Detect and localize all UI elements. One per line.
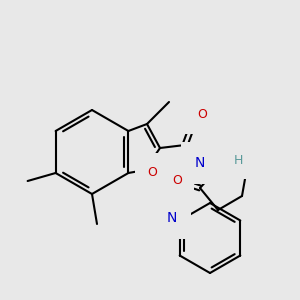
Text: H: H: [233, 154, 243, 166]
Text: N: N: [195, 156, 205, 170]
Text: O: O: [172, 173, 182, 187]
Text: O: O: [197, 109, 207, 122]
Text: O: O: [147, 166, 157, 178]
Text: N: N: [167, 212, 177, 226]
Text: N: N: [221, 154, 231, 166]
